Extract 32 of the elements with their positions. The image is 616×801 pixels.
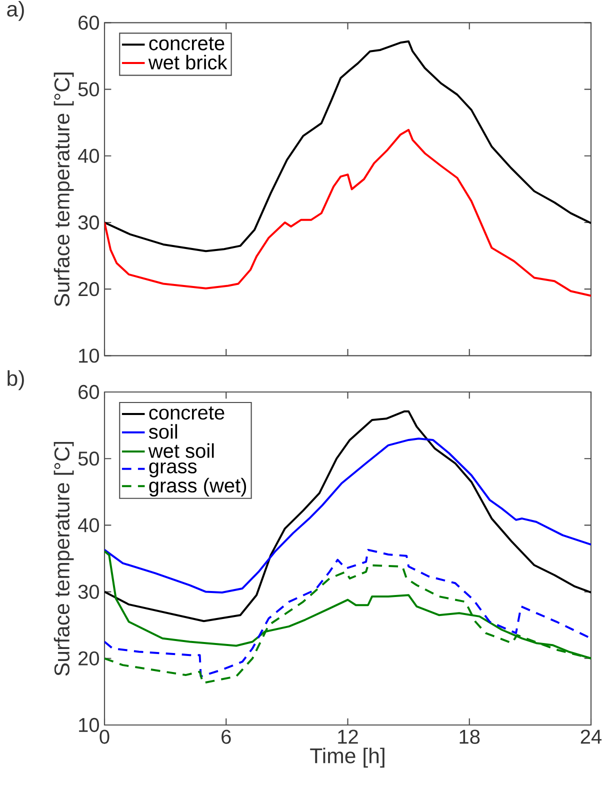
legend-label: grass	[149, 462, 197, 478]
y-tick-label: 20	[78, 282, 99, 296]
x-tick-label: 24	[580, 730, 602, 744]
line-series	[104, 128, 592, 297]
y-tick-label: 10	[79, 348, 99, 363]
line-series	[104, 548, 592, 678]
y-tick-label: 30	[78, 215, 99, 230]
y-tick-label: 40	[78, 518, 99, 532]
y-axis-title: Surface temperature [°C]	[54, 442, 74, 676]
line-series	[104, 438, 592, 594]
x-tick-label: 18	[460, 730, 480, 744]
y-tick-label: 50	[78, 452, 99, 466]
x-axis-title: Time [h]	[310, 748, 384, 768]
legend-label: wet brick	[148, 54, 228, 70]
y-tick-label: 60	[78, 384, 99, 400]
y-tick-label: 60	[78, 16, 99, 30]
chart-title: a)	[7, 0, 24, 21]
legend-label: soil	[148, 424, 178, 439]
y-tick-label: 30	[78, 584, 99, 599]
legend-label: wet soil	[148, 443, 214, 458]
legend-label: concrete	[149, 37, 224, 50]
y-axis-title: Surface temperature [°C]	[54, 72, 74, 306]
y-tick-label: 50	[78, 82, 99, 96]
y-tick-label: 20	[78, 651, 99, 666]
y-tick-label: 10	[79, 718, 99, 732]
legend-label: concrete	[149, 406, 224, 420]
x-tick-label: 0	[100, 730, 110, 744]
y-tick-label: 40	[78, 148, 99, 163]
x-tick-label: 12	[338, 730, 358, 744]
legend-label: grass (wet)	[149, 478, 246, 496]
x-tick-label: 6	[222, 730, 231, 744]
chart-title: b)	[8, 370, 24, 390]
